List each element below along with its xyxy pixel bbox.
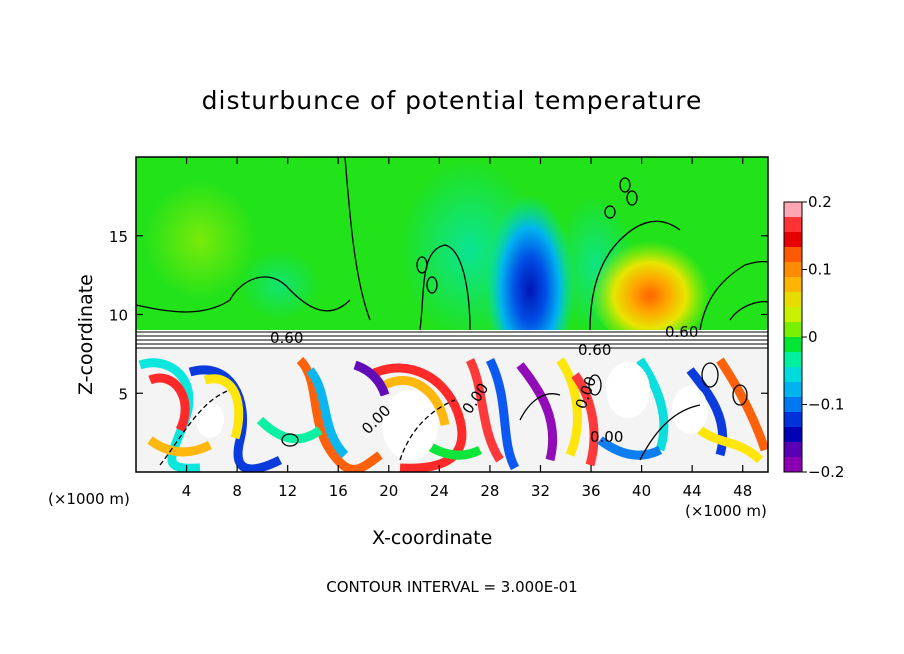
colorbar-swatch [784,322,802,338]
colorbar-swatch [784,247,802,263]
colorbar-ticks: 0.2 0.1 0 −0.1 −0.2 [802,193,844,481]
negative-anomaly [485,185,575,375]
colorbar-swatch [784,277,802,293]
colorbar-swatch [784,292,802,308]
y-tick-label: 5 [118,385,128,403]
colorbar-swatch [784,457,802,473]
x-unit-label-left: (×1000 m) [48,490,130,508]
colorbar-tick-label: 0.2 [808,193,832,211]
colorbar-tick-label: −0.2 [808,463,844,481]
colorbar-swatch [784,337,802,353]
contour-label-060-c: 0.60 [578,341,611,359]
y-tick-label: 15 [109,228,128,246]
x-tick-label: 16 [329,482,348,500]
colorbar-swatch [784,442,802,458]
y-axis-ticks: 5 10 15 [109,228,768,403]
colorbar-swatch [784,232,802,248]
colorbar-swatch [784,412,802,428]
colorbar-swatch [784,202,802,218]
x-tick-label: 40 [632,482,651,500]
x-tick-label: 24 [430,482,449,500]
x-tick-label: 20 [379,482,398,500]
colorbar-swatch [784,397,802,413]
colorbar-tick-label: −0.1 [808,396,844,414]
field-fill: 0.60 0.60 0.60 0.00 0.00 0.00 0.00 [136,157,768,472]
colorbar-tick-label: 0.1 [808,261,832,279]
x-tick-label: 12 [278,482,297,500]
x-tick-label: 32 [531,482,550,500]
contour-label-060-a: 0.60 [270,329,303,347]
contour-label-000-a: 0.00 [590,428,623,446]
x-tick-label: 4 [182,482,192,500]
contour-label-060-b: 0.60 [665,323,698,341]
colorbar-swatch [784,307,802,323]
colorbar-tick-label: 0 [808,328,818,346]
x-axis-label: X-coordinate [372,527,493,549]
x-tick-label: 8 [232,482,242,500]
contour-lines [136,157,768,466]
colorbar-swatch [784,382,802,398]
chart-title: disturbunce of potential temperature [201,86,703,115]
colorbar [784,202,802,473]
colorbar-swatch [784,217,802,233]
x-tick-label: 48 [733,482,752,500]
positive-anomaly [590,235,710,345]
x-tick-label: 44 [683,482,702,500]
x-unit-label-right: (×1000 m) [685,502,767,520]
colorbar-swatch [784,367,802,383]
contour-interval-note: CONTOUR INTERVAL = 3.000E-01 [326,578,578,596]
colorbar-swatch [784,262,802,278]
colorbar-swatch [784,352,802,368]
y-tick-label: 10 [109,307,128,325]
x-axis-ticks: 4 8 12 16 20 24 28 32 36 40 44 48 [182,157,752,500]
x-tick-label: 28 [480,482,499,500]
x-tick-label: 36 [581,482,600,500]
colorbar-swatch [784,427,802,443]
